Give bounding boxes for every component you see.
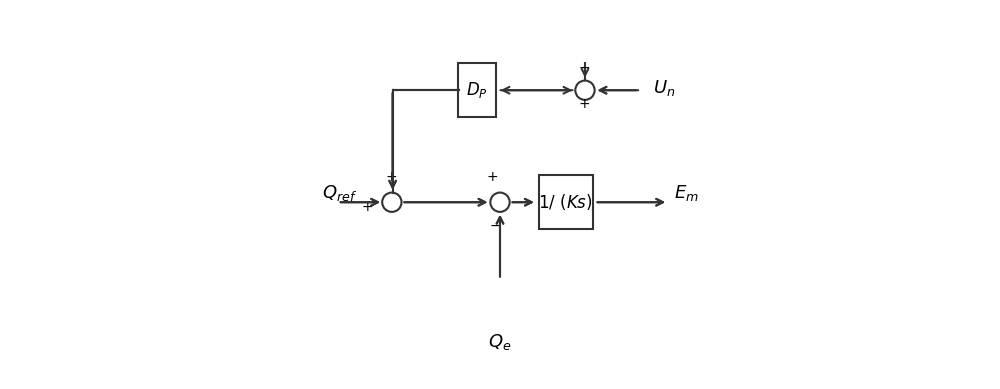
Text: +: + xyxy=(362,200,373,214)
Text: −: − xyxy=(578,61,590,75)
FancyBboxPatch shape xyxy=(539,175,593,229)
Text: +: + xyxy=(487,170,498,184)
Text: $E_m$: $E_m$ xyxy=(674,182,699,203)
Text: +: + xyxy=(385,170,397,184)
Text: $U_n$: $U_n$ xyxy=(653,78,675,98)
Text: $Q_e$: $Q_e$ xyxy=(488,331,512,352)
Text: $1/\ (Ks)$: $1/\ (Ks)$ xyxy=(538,192,593,212)
FancyBboxPatch shape xyxy=(458,63,496,117)
Text: +: + xyxy=(578,97,590,111)
Text: $D_P$: $D_P$ xyxy=(466,80,488,100)
Text: −: − xyxy=(489,219,501,233)
Text: $Q_{ref}$: $Q_{ref}$ xyxy=(322,182,357,203)
